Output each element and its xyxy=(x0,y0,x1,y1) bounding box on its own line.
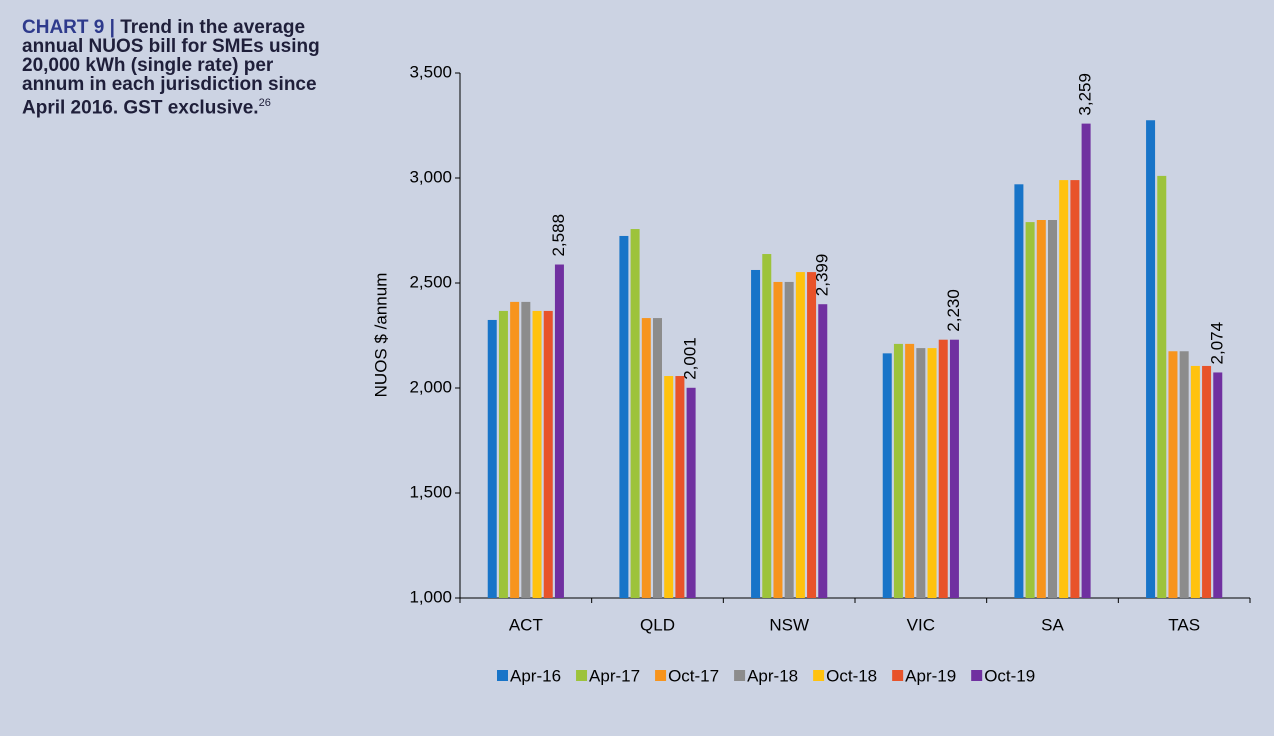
y-tick-label: 2,500 xyxy=(409,272,452,291)
data-label: 2,230 xyxy=(944,289,963,332)
x-tick-label: NSW xyxy=(769,615,809,634)
bar xyxy=(1059,180,1069,598)
legend-swatch xyxy=(734,670,746,681)
bar xyxy=(653,318,662,598)
bar xyxy=(1179,351,1189,598)
legend-swatch xyxy=(576,670,588,681)
bar xyxy=(773,281,783,598)
x-tick-label: ACT xyxy=(509,615,543,634)
legend-swatch xyxy=(497,670,508,681)
bar xyxy=(927,348,937,598)
data-label: 3,259 xyxy=(1076,73,1095,116)
y-tick-label: 1,000 xyxy=(409,587,452,606)
chart-number: CHART 9 | xyxy=(22,17,115,38)
footnote-ref: 26 xyxy=(258,97,271,109)
bar xyxy=(1213,372,1223,598)
chart-title: Trend in the average annual NUOS bill fo… xyxy=(22,17,320,119)
y-tick-label: 3,000 xyxy=(409,167,452,186)
bar xyxy=(532,310,542,598)
bar xyxy=(1168,351,1178,598)
legend-label: Oct-19 xyxy=(984,666,1035,685)
bar xyxy=(795,272,805,598)
bar xyxy=(1146,120,1156,598)
x-tick-label: QLD xyxy=(640,615,675,634)
x-tick-label: SA xyxy=(1041,615,1064,634)
x-tick-label: VIC xyxy=(907,615,935,634)
bar xyxy=(1190,365,1200,598)
y-axis-label: NUOS $ /annum xyxy=(371,273,390,398)
bar xyxy=(686,387,696,598)
legend-label: Apr-18 xyxy=(747,666,798,685)
y-tick-label: 2,000 xyxy=(409,377,452,396)
legend-label: Apr-19 xyxy=(905,666,956,685)
bar xyxy=(807,272,817,598)
bar xyxy=(554,264,564,598)
legend-label: Apr-17 xyxy=(589,666,640,685)
y-tick-label: 3,500 xyxy=(409,62,452,81)
bar xyxy=(1036,220,1046,598)
y-tick-label: 1,500 xyxy=(409,482,452,501)
legend-swatch xyxy=(971,670,983,681)
bar xyxy=(1157,175,1167,598)
data-label: 2,001 xyxy=(681,337,700,380)
bar xyxy=(619,235,629,598)
bar xyxy=(543,310,553,598)
bar xyxy=(893,343,903,598)
legend-label: Apr-16 xyxy=(510,666,561,685)
data-label: 2,588 xyxy=(549,214,568,257)
bar xyxy=(916,348,926,598)
bar xyxy=(498,310,508,598)
bar xyxy=(1025,222,1035,598)
data-label: 2,074 xyxy=(1207,322,1226,365)
legend-label: Oct-18 xyxy=(826,666,877,685)
bar xyxy=(521,301,531,598)
chart-title-block: CHART 9 | Trend in the average annual NU… xyxy=(22,18,322,117)
bar xyxy=(641,318,651,598)
legend-swatch xyxy=(892,670,904,681)
bar xyxy=(938,339,948,598)
bar xyxy=(784,281,794,598)
bar xyxy=(1014,184,1024,599)
x-tick-label: TAS xyxy=(1168,615,1200,634)
bar xyxy=(510,301,520,598)
data-label: 2,399 xyxy=(812,254,831,297)
bar xyxy=(949,339,959,598)
bar xyxy=(1048,220,1057,598)
bar xyxy=(664,376,674,598)
bar xyxy=(675,376,685,598)
bar xyxy=(905,343,915,598)
legend-swatch xyxy=(655,670,667,681)
bar xyxy=(762,254,772,598)
bar xyxy=(882,353,892,598)
bar xyxy=(1202,365,1212,598)
bar xyxy=(818,304,828,598)
legend-label: Oct-17 xyxy=(668,666,719,685)
bar xyxy=(487,319,497,598)
bar xyxy=(1070,180,1080,598)
bar xyxy=(630,229,640,598)
bar xyxy=(1081,123,1091,599)
legend-swatch xyxy=(813,670,825,681)
bar xyxy=(751,269,761,598)
